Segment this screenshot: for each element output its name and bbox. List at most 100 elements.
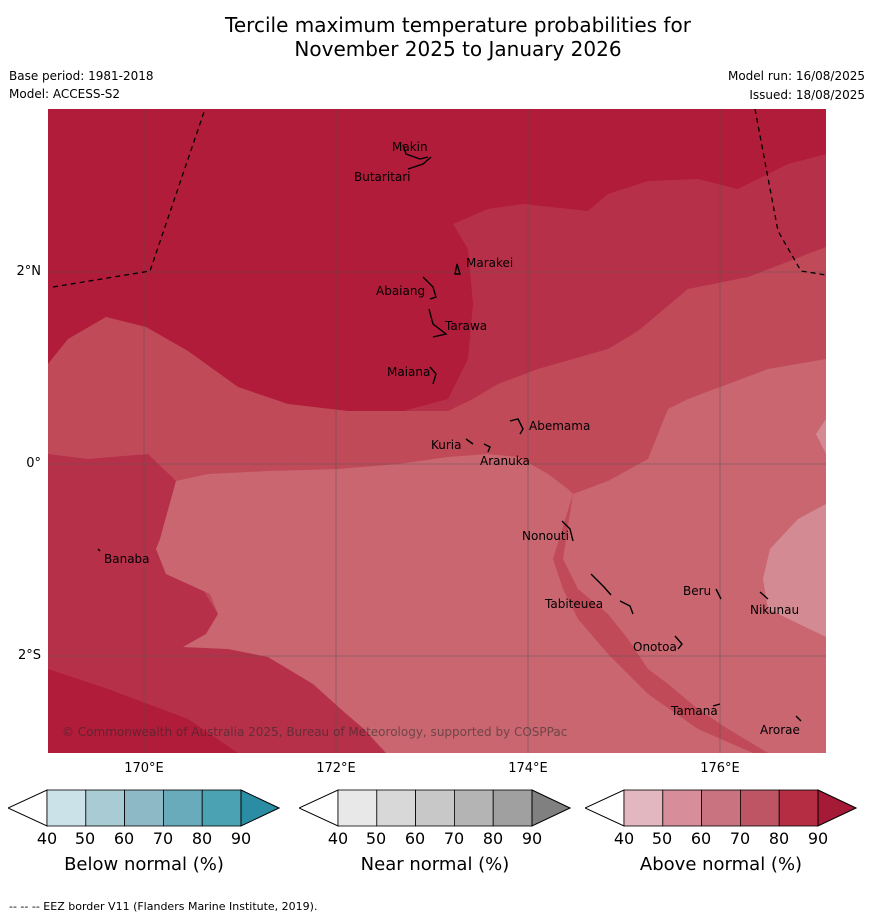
colorbar-segment [46,789,87,827]
probability-map: Makin Butaritari Marakei Abaiang Tarawa … [48,109,826,753]
tick: 50 [74,829,96,848]
colorbar-extend-low [299,789,339,827]
colorbar-segment [778,789,819,827]
island-beru [715,588,722,600]
island-kuria [465,438,474,445]
tick: 80 [191,829,213,848]
label-banaba: Banaba [104,552,150,566]
label-beru: Beru [683,584,711,598]
base-period: Base period: 1981-2018 [9,69,154,83]
region-90-corner [48,669,238,753]
tick: 50 [651,829,673,848]
y-label-2s: 2°S [17,648,41,663]
colorbar-below-svg [8,789,280,827]
region-60 [156,454,753,753]
tick: 60 [404,829,426,848]
islands [97,144,802,722]
colorbar-near [299,789,571,827]
colorbar-segment [162,789,203,827]
x-label-172e: 172°E [316,761,356,776]
label-makin: Makin [392,140,428,154]
x-label-170e: 170°E [124,761,164,776]
tick: 70 [152,829,174,848]
label-aranuka: Aranuka [480,454,530,468]
eez-footer-note: -- -- -- EEZ border V11 (Flanders Marine… [9,900,318,913]
x-label-174e: 174°E [508,761,548,776]
colorbar-below-label: Below normal (%) [64,854,224,875]
label-tabiteuea: Tabiteuea [544,597,603,611]
region-50b [816,419,826,454]
island-onotoa [674,635,683,650]
colorbar-above-svg [585,789,857,827]
label-butaritari: Butaritari [354,170,411,184]
y-label-0: 0° [26,456,41,471]
label-tamana: Tamana [670,704,718,718]
island-tamana [712,703,721,707]
island-maiana [429,366,437,385]
island-abaiang [422,276,437,300]
label-onotoa: Onotoa [633,640,677,654]
island-tabiteuea-n [590,573,612,596]
place-labels: Makin Butaritari Marakei Abaiang Tarawa … [104,140,800,737]
model-name: Model: ACCESS-S2 [9,87,121,101]
region-60b [563,359,826,753]
island-nikunau [759,591,769,600]
island-butaritari [407,156,432,170]
label-abemama: Abemama [529,419,590,433]
issued-date: Issued: 18/08/2025 [749,88,865,102]
tick: 70 [729,829,751,848]
colorbar-extend-high [240,789,280,827]
label-kuria: Kuria [431,438,462,452]
island-aranuka [483,443,491,453]
tick: 40 [36,829,58,848]
colorbar-segment [623,789,664,827]
label-abaiang: Abaiang [376,284,425,298]
tick: 90 [807,829,829,848]
colorbar-below [8,789,280,827]
tick: 40 [327,829,349,848]
tick: 90 [230,829,252,848]
island-tabiteuea-s [619,600,634,615]
x-label-176e: 176°E [700,761,740,776]
y-label-2n: 2°N [16,264,42,279]
copyright-notice: © Commonwealth of Australia 2025, Bureau… [62,725,568,739]
island-makin [402,144,429,160]
colorbar-segment [124,789,164,827]
colorbar-above-label: Above normal (%) [639,854,803,875]
colorbar-segment [701,789,741,827]
colorbar-segment [415,789,455,827]
colorbar-extend-high [531,789,571,827]
colorbar-near-label: Near normal (%) [360,854,510,875]
map-canvas: Makin Butaritari Marakei Abaiang Tarawa … [48,109,826,753]
island-marakei [454,263,461,275]
tick: 90 [521,829,543,848]
colorbar-extend-high [817,789,857,827]
island-banaba [97,548,101,552]
label-nonouti: Nonouti [522,529,569,543]
eez-border [52,109,826,288]
colorbar-segment [492,789,533,827]
colorbar-segment [376,789,417,827]
label-marakei: Marakei [466,256,513,270]
colorbar-above [585,789,857,827]
colorbar-segment [739,789,780,827]
colorbar-near-svg [299,789,571,827]
label-arorae: Arorae [760,723,800,737]
colorbar-extend-low [585,789,625,827]
label-nikunau: Nikunau [750,603,799,617]
island-nonouti [561,520,574,542]
tick: 50 [365,829,387,848]
label-maiana: Maiana [387,365,430,379]
label-tarawa: Tarawa [444,319,487,333]
map-title-line2: November 2025 to January 2026 [294,37,622,61]
region-50 [763,504,826,637]
graticule [48,109,826,753]
tick: 60 [690,829,712,848]
island-arorae [795,715,802,722]
model-run: Model run: 16/08/2025 [727,69,865,83]
colorbar-segment [453,789,494,827]
tick: 70 [443,829,465,848]
colorbar-segment [337,789,378,827]
colorbar-segment [85,789,126,827]
tick: 80 [482,829,504,848]
